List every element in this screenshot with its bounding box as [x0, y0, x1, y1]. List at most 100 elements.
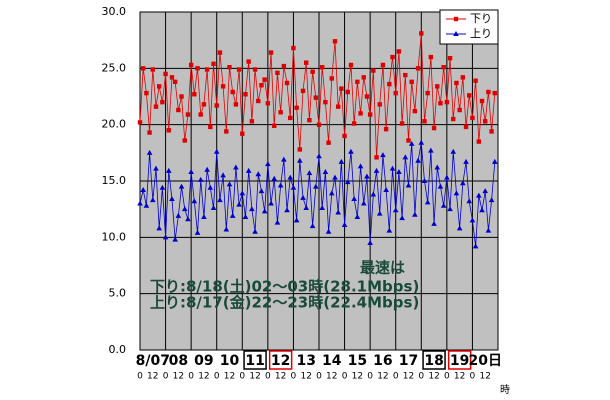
data-point — [361, 75, 366, 80]
data-point — [428, 54, 434, 60]
data-point — [431, 220, 437, 226]
x-tick-label: 0 — [291, 372, 297, 382]
data-point — [450, 148, 457, 154]
data-point — [204, 166, 210, 172]
x-tick-label: 12 — [403, 372, 414, 382]
x-tick-label: 12 — [198, 372, 209, 382]
data-point — [297, 147, 303, 152]
data-line — [139, 142, 496, 247]
data-point — [188, 62, 194, 68]
data-point — [213, 148, 220, 154]
data-point — [249, 119, 255, 124]
data-point — [290, 184, 297, 190]
data-point — [425, 90, 430, 96]
data-point — [431, 125, 437, 131]
data-point — [322, 168, 329, 174]
data-point — [451, 116, 456, 122]
data-point — [326, 140, 331, 145]
data-point — [453, 190, 460, 196]
data-point — [454, 80, 459, 86]
x-tick-label: 12 — [224, 372, 235, 382]
data-point — [418, 139, 425, 145]
data-point — [339, 86, 344, 91]
data-point — [351, 121, 357, 126]
data-point — [300, 88, 306, 94]
day-label: 12 — [271, 353, 290, 369]
data-point — [192, 92, 197, 97]
data-point — [392, 207, 399, 213]
day-label: 10 — [220, 353, 240, 369]
data-point — [227, 65, 232, 70]
data-point — [421, 178, 428, 183]
data-point — [319, 65, 325, 70]
data-point — [309, 223, 316, 229]
data-point — [169, 75, 175, 80]
data-point — [325, 228, 332, 234]
data-point — [466, 198, 473, 204]
data-point — [396, 168, 402, 174]
day-label: 09 — [194, 353, 213, 369]
data-point — [437, 183, 444, 189]
x-tick-label: 0 — [137, 372, 143, 382]
data-point — [335, 104, 341, 109]
y-tick-label: 0.0 — [109, 343, 127, 356]
data-point — [156, 225, 162, 231]
day-label: 18 — [424, 353, 443, 369]
data-point — [217, 197, 223, 203]
data-point — [191, 198, 198, 204]
day-box — [447, 350, 472, 370]
data-point — [473, 78, 478, 83]
data-point — [211, 61, 216, 67]
x-tick-label: 0 — [367, 372, 373, 382]
data-point — [460, 75, 466, 80]
legend-label: 下り — [470, 12, 492, 25]
data-point — [303, 205, 310, 211]
data-point — [399, 215, 405, 221]
data-point — [165, 167, 172, 173]
data-point — [272, 123, 277, 128]
data-point — [265, 101, 271, 106]
data-point — [140, 66, 146, 71]
data-point — [357, 163, 364, 169]
data-point — [293, 217, 300, 223]
data-point — [355, 79, 360, 85]
data-point — [169, 196, 175, 202]
data-point — [197, 176, 204, 182]
data-point — [383, 126, 389, 132]
data-point — [233, 164, 239, 170]
data-point — [153, 104, 159, 109]
data-point — [402, 154, 409, 160]
data-point — [224, 129, 229, 134]
data-point — [275, 70, 280, 76]
data-point — [406, 138, 411, 143]
data-point — [236, 201, 242, 207]
data-point — [348, 148, 354, 154]
data-point — [220, 84, 226, 89]
data-point — [140, 187, 146, 193]
data-point — [252, 228, 258, 234]
data-point — [284, 80, 290, 86]
data-point — [278, 110, 283, 115]
legend-marker — [453, 16, 459, 22]
x-tick-label: 0 — [418, 372, 424, 382]
data-point — [415, 157, 421, 163]
data-point — [447, 206, 453, 212]
data-point — [185, 216, 191, 222]
data-point — [456, 225, 463, 231]
data-point — [181, 206, 188, 212]
data-point — [412, 108, 418, 114]
data-line — [139, 33, 496, 158]
x-tick-label: 0 — [239, 372, 245, 382]
data-point — [162, 234, 169, 240]
legend-marker — [453, 31, 459, 36]
x-tick-label: 0 — [163, 372, 169, 382]
data-point — [405, 182, 412, 188]
data-point — [489, 129, 494, 134]
x-tick-label: 0 — [393, 372, 399, 382]
legend — [439, 9, 499, 45]
data-point — [435, 84, 440, 89]
data-point — [284, 207, 290, 213]
x-tick-label: 12 — [173, 372, 184, 382]
x-tick-label: 12 — [428, 372, 439, 382]
